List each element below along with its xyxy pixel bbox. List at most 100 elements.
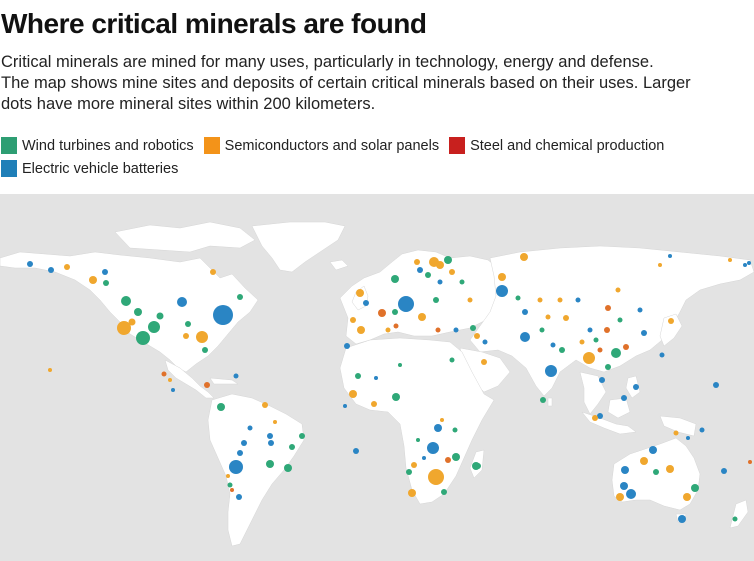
dot-ev bbox=[747, 261, 751, 265]
dot-semi bbox=[673, 430, 679, 436]
dot-semi bbox=[168, 378, 172, 382]
dot-ev bbox=[267, 433, 273, 439]
dot-ev bbox=[713, 382, 719, 388]
dot-wind bbox=[416, 438, 420, 442]
dot-semi bbox=[183, 333, 189, 339]
dot-semi bbox=[668, 318, 674, 324]
chart-title: Where critical minerals are found bbox=[1, 8, 427, 39]
dot-wind bbox=[515, 295, 521, 301]
dot-steel bbox=[161, 371, 167, 377]
legend-row-1: Wind turbines and robotics Semiconductor… bbox=[1, 134, 751, 157]
dot-semi bbox=[371, 401, 377, 407]
dot-semi bbox=[498, 273, 506, 281]
dot-semi bbox=[616, 493, 624, 501]
world-map-svg bbox=[0, 221, 754, 547]
dot-semi bbox=[385, 327, 391, 333]
japan bbox=[659, 313, 683, 347]
subtitle-line-3: dots have more mineral sites within 200 … bbox=[1, 95, 376, 113]
dot-wind bbox=[611, 348, 621, 358]
dot-steel bbox=[445, 457, 451, 463]
dot-semi bbox=[579, 339, 585, 345]
dot-ev bbox=[597, 413, 603, 419]
land-masses bbox=[0, 221, 754, 547]
dot-wind bbox=[540, 397, 546, 403]
dot-semi bbox=[440, 418, 444, 422]
dot-steel bbox=[378, 309, 386, 317]
dot-wind bbox=[185, 321, 191, 327]
dot-wind bbox=[593, 337, 599, 343]
steel-swatch-icon bbox=[449, 137, 466, 154]
dot-ev bbox=[177, 297, 187, 307]
dot-wind bbox=[605, 364, 611, 370]
dot-semi bbox=[583, 352, 595, 364]
dot-wind bbox=[449, 357, 455, 363]
dot-semi bbox=[658, 263, 662, 267]
dot-ev bbox=[496, 285, 508, 297]
dot-wind bbox=[452, 453, 460, 461]
legend-row-2: Electric vehicle batteries bbox=[1, 157, 751, 180]
dot-ev bbox=[48, 267, 54, 273]
new-zealand bbox=[729, 499, 749, 529]
dot-ev bbox=[641, 330, 647, 336]
dot-semi bbox=[356, 289, 364, 297]
dot-wind bbox=[392, 309, 398, 315]
dot-wind bbox=[398, 363, 402, 367]
dot-wind bbox=[691, 484, 699, 492]
dot-wind bbox=[459, 279, 465, 285]
dot-ev bbox=[668, 254, 672, 258]
dot-semi bbox=[128, 318, 136, 326]
dot-ev bbox=[621, 466, 629, 474]
dot-ev bbox=[353, 448, 359, 454]
dot-wind bbox=[299, 433, 305, 439]
dot-wind bbox=[289, 444, 295, 450]
dot-ev bbox=[453, 327, 459, 333]
dot-semi bbox=[273, 420, 277, 424]
dot-wind bbox=[539, 327, 545, 333]
dot-ev bbox=[236, 494, 242, 500]
dot-semi bbox=[350, 317, 356, 323]
dot-wind bbox=[103, 280, 109, 286]
dot-ev bbox=[229, 460, 243, 474]
dot-wind bbox=[391, 275, 399, 283]
mineral-dots bbox=[27, 253, 752, 523]
dot-wind bbox=[121, 296, 131, 306]
dot-semi bbox=[592, 415, 598, 421]
dot-semi bbox=[557, 297, 563, 303]
dot-wind bbox=[653, 469, 659, 475]
dot-semi bbox=[357, 326, 365, 334]
dot-ev bbox=[482, 339, 488, 345]
chart-subtitle: Critical minerals are mined for many use… bbox=[1, 52, 751, 115]
legend-item-steel: Steel and chemical production bbox=[449, 137, 664, 154]
central-america bbox=[164, 359, 215, 399]
dot-ev bbox=[686, 436, 690, 440]
dot-wind bbox=[425, 272, 431, 278]
dot-ev bbox=[743, 263, 747, 267]
dot-steel bbox=[748, 460, 752, 464]
dot-ev bbox=[437, 279, 443, 285]
dot-ev bbox=[241, 440, 247, 446]
dot-semi bbox=[411, 462, 417, 468]
dot-ev bbox=[427, 442, 439, 454]
north-america bbox=[0, 251, 259, 373]
dot-semi bbox=[48, 368, 52, 372]
legend-label-steel: Steel and chemical production bbox=[470, 137, 665, 154]
dot-semi bbox=[520, 253, 528, 261]
dot-wind bbox=[284, 464, 292, 472]
dot-wind bbox=[227, 482, 233, 488]
dot-wind bbox=[217, 403, 225, 411]
legend: Wind turbines and robotics Semiconductor… bbox=[1, 134, 751, 180]
dot-ev bbox=[237, 450, 243, 456]
dot-wind bbox=[444, 256, 452, 264]
dot-ev bbox=[247, 425, 253, 431]
dot-semi bbox=[666, 465, 674, 473]
dot-semi bbox=[210, 269, 216, 275]
dot-ev bbox=[678, 515, 686, 523]
dot-ev bbox=[213, 305, 233, 325]
dot-wind bbox=[406, 469, 412, 475]
dot-wind bbox=[441, 489, 447, 495]
dot-steel bbox=[435, 327, 441, 333]
dot-ev bbox=[171, 388, 175, 392]
dot-ev bbox=[398, 296, 414, 312]
dot-semi bbox=[474, 333, 480, 339]
dot-wind bbox=[559, 347, 565, 353]
